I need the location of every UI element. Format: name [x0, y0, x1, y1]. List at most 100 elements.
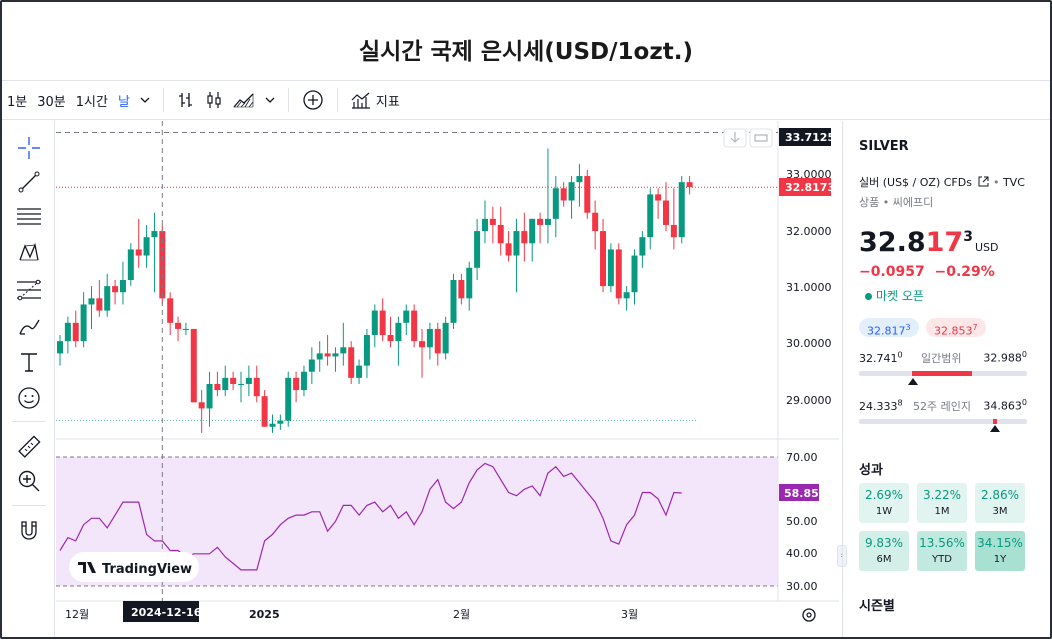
candle-body [167, 298, 174, 323]
candle-body [639, 237, 646, 256]
reset-chart-icon[interactable] [749, 128, 773, 148]
market-status: 마켓 오픈 [865, 287, 924, 304]
day-range-label: 일간범위 [921, 352, 962, 365]
perf-1w[interactable]: 2.69% 1W [859, 483, 909, 523]
candle-body [245, 377, 252, 384]
market-status-text: 마켓 오픈 [876, 289, 924, 303]
interval-1h[interactable]: 1시간 [75, 94, 108, 110]
candle-body [419, 341, 426, 348]
indicators-button[interactable]: 지표 [346, 80, 405, 120]
page-title: 실시간 국제 은시세(USD/1ozt.) [359, 39, 693, 65]
interval-dropdown-chevron-icon[interactable] [135, 80, 155, 120]
perf-ytd[interactable]: 13.56% YTD [917, 531, 967, 571]
candle-body [104, 286, 111, 311]
price-chart[interactable]: 33.0000 32.0000 31.0000 30.0000 29.0000 … [56, 121, 839, 637]
ask-price-pill: 32.8537 [926, 318, 986, 338]
candle-body [607, 249, 614, 287]
candle-body [261, 396, 268, 427]
time-scale-labels: 12월 2025 2월 3월 [65, 608, 638, 621]
trend-line-icon[interactable] [14, 167, 44, 197]
time-tick: 3월 [621, 608, 638, 621]
candle-body [72, 322, 79, 342]
external-link-icon[interactable] [978, 176, 989, 187]
symbol-name: SILVER [859, 139, 909, 154]
candle-body [119, 280, 126, 293]
day-range-bar [859, 371, 1027, 385]
candle-body [647, 194, 654, 238]
price-tick: 29.0000 [786, 394, 832, 407]
candle-body [662, 200, 669, 225]
candle-body [592, 212, 599, 232]
interval-1m[interactable]: 1분 [7, 94, 28, 110]
perf-label: 1M [934, 506, 950, 517]
symbol-description: 실버 (US$ / OZ) CFDs • TVC [859, 176, 1025, 189]
interval-1d[interactable]: 날 [117, 94, 130, 110]
area-chart-type-icon[interactable] [228, 80, 260, 120]
year-range-label: 52주 레인지 [913, 400, 971, 413]
horizontal-lines-icon[interactable] [14, 202, 44, 232]
drawing-toolbar [2, 121, 55, 637]
change-pct: −0.29% [934, 264, 995, 280]
candle-body [450, 280, 457, 323]
candle-body [403, 310, 410, 323]
year-range-marker-icon [990, 425, 1000, 432]
description-text: 실버 (US$ / OZ) CFDs [859, 176, 972, 189]
brush-icon[interactable] [14, 311, 44, 341]
day-high-sup: 0 [1021, 350, 1027, 359]
day-range-marker-icon [908, 378, 918, 385]
candle-body [395, 322, 402, 342]
download-icon[interactable] [723, 128, 747, 148]
pattern-tool-icon[interactable] [14, 238, 44, 268]
ask-sup: 7 [972, 323, 978, 332]
interval-30m[interactable]: 30분 [37, 94, 66, 110]
year-low: 24.3338 [859, 398, 903, 413]
emoji-icon[interactable] [14, 383, 44, 413]
candle-body [552, 188, 559, 219]
candle-body [356, 365, 363, 378]
candle-body [513, 231, 520, 256]
price-sup: 3 [963, 229, 973, 245]
perf-6m[interactable]: 9.83% 6M [859, 531, 909, 571]
rsi-scale-labels: 70.00 50.00 40.00 30.00 [786, 451, 818, 593]
candle-body [300, 371, 307, 391]
perf-1y[interactable]: 34.15% 1Y [975, 531, 1025, 571]
rsi-tick: 30.00 [786, 580, 818, 593]
year-low-value: 24.333 [859, 399, 898, 413]
bar-chart-type-icon[interactable] [172, 80, 200, 120]
candle-body [214, 383, 221, 391]
perf-1m[interactable]: 3.22% 1M [917, 483, 967, 523]
candle-body [521, 231, 528, 244]
price-change: −0.0957 −0.29% [859, 264, 995, 280]
candle-body [623, 292, 630, 299]
candle-body [544, 218, 551, 225]
fib-tool-icon[interactable] [14, 275, 44, 305]
candle-body [135, 249, 142, 256]
price-tick: 30.0000 [786, 337, 832, 350]
perf-3m[interactable]: 2.86% 3M [975, 483, 1025, 523]
magnet-icon[interactable] [14, 515, 44, 545]
candle-body [112, 286, 119, 293]
year-range-row: 24.3338 52주 레인지 34.8630 [859, 398, 1027, 413]
performance-title: 성과 [859, 463, 883, 478]
tradingview-watermark[interactable]: TradingView [69, 552, 199, 582]
candles-group [57, 148, 693, 433]
candle-body [568, 182, 575, 201]
crosshair-icon[interactable] [14, 133, 44, 163]
candle-body [316, 353, 323, 360]
text-tool-icon[interactable] [14, 347, 44, 377]
ruler-icon[interactable] [14, 432, 44, 462]
current-price: 32.8173USD [859, 227, 998, 258]
settings-gear-icon[interactable] [802, 608, 816, 622]
rsi-tick: 50.00 [786, 515, 818, 528]
chart-area[interactable]: 33.0000 32.0000 31.0000 30.0000 29.0000 … [56, 121, 839, 637]
candle-body [379, 310, 386, 336]
data-source: TVC [1002, 176, 1025, 189]
zoom-in-icon[interactable] [14, 466, 44, 496]
chart-type-chevron-icon[interactable] [260, 80, 280, 120]
perf-value: 2.69% [864, 488, 904, 502]
compare-add-icon[interactable] [297, 80, 329, 120]
candle-body [277, 420, 284, 424]
candle-chart-type-icon[interactable] [200, 80, 228, 120]
year-high-value: 34.863 [983, 399, 1022, 413]
